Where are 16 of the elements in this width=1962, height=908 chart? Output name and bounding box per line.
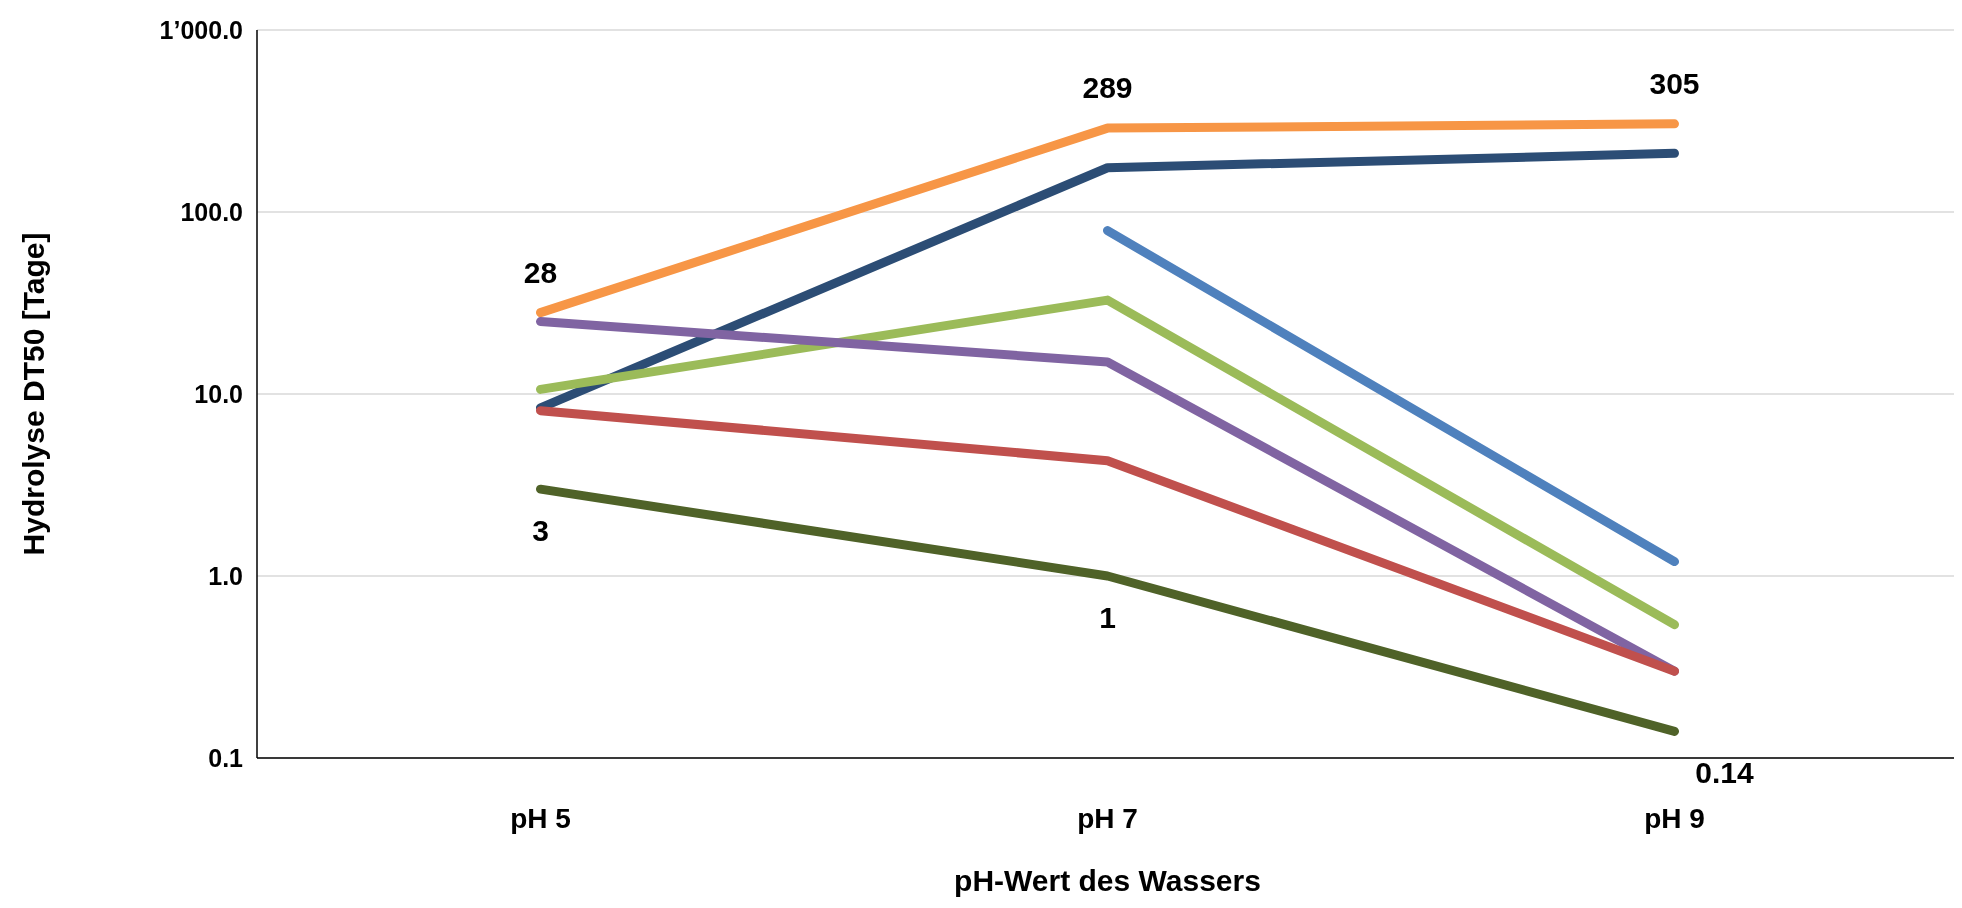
y-tick-label: 1’000.0 bbox=[159, 15, 243, 44]
y-tick-label: 1.0 bbox=[208, 561, 243, 590]
y-axis-title: Hydrolyse DT50 [Tage] bbox=[17, 232, 50, 556]
data-label: 3 bbox=[532, 514, 549, 548]
data-label: 289 bbox=[1082, 71, 1133, 105]
y-tick-label: 0.1 bbox=[208, 743, 244, 772]
x-axis-title: pH-Wert des Wassers bbox=[954, 864, 1261, 897]
y-tick-label: 10.0 bbox=[194, 379, 243, 408]
data-label: 0.14 bbox=[1695, 756, 1755, 790]
x-tick-label: pH 7 bbox=[1077, 803, 1138, 834]
y-tick-label: 100.0 bbox=[180, 197, 243, 226]
data-label: 28 bbox=[523, 255, 558, 289]
data-label: 305 bbox=[1649, 66, 1700, 100]
x-tick-label: pH 5 bbox=[510, 803, 571, 834]
data-label: 1 bbox=[1099, 601, 1116, 634]
x-tick-label: pH 9 bbox=[1644, 803, 1705, 834]
